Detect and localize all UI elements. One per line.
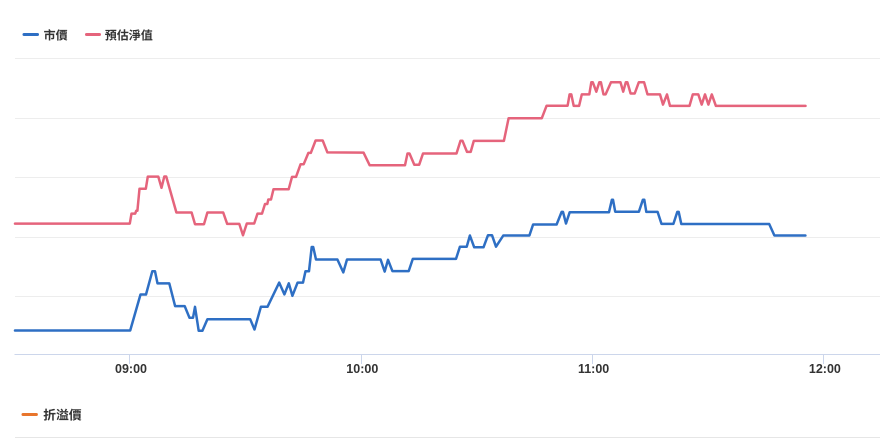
svg-text:12:00: 12:00 (809, 362, 841, 376)
svg-text:09:00: 09:00 (115, 362, 147, 376)
svg-text:10:00: 10:00 (346, 362, 378, 376)
svg-text:11:00: 11:00 (578, 362, 609, 376)
